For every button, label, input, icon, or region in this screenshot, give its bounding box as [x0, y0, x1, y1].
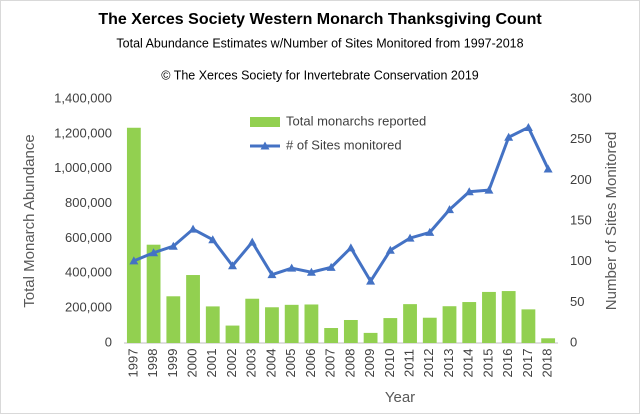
y-tick-label: 1,400,000: [54, 90, 112, 105]
x-tick-label: 2018: [540, 349, 555, 378]
bar: [501, 291, 516, 343]
marker: [366, 276, 376, 285]
x-tick-label: 1998: [145, 349, 160, 378]
y-tick-label: 1,200,000: [54, 125, 112, 140]
marker: [405, 233, 415, 242]
marker: [228, 261, 237, 270]
marker: [129, 256, 139, 265]
marker: [267, 270, 277, 279]
y2-tick-label: 250: [570, 131, 592, 146]
bar: [363, 332, 378, 343]
marker: [306, 267, 316, 276]
marker: [287, 263, 297, 272]
marker: [346, 243, 356, 252]
bar: [126, 127, 141, 343]
legend-label: Total monarchs reported: [286, 113, 426, 128]
x-tick-label: 2012: [421, 349, 436, 378]
bar: [166, 296, 181, 343]
x-tick-label: 2011: [401, 349, 416, 377]
bar: [442, 306, 457, 343]
y-tick-label: 0: [105, 334, 112, 349]
y-tick-label: 1,000,000: [54, 160, 112, 175]
bar: [482, 291, 496, 343]
x-tick-label: 2003: [244, 349, 259, 378]
y2-axis-title: Number of Sites Monitored: [603, 132, 620, 310]
bar: [284, 304, 299, 343]
legend-swatch: [250, 117, 280, 127]
y-axis-title: Total Monarch Abundance: [21, 134, 38, 307]
x-tick-label: 2006: [303, 349, 318, 378]
y-tick-label: 800,000: [65, 195, 112, 210]
chart-subtitle: Total Abundance Estimates w/Number of Si…: [116, 36, 523, 50]
bar: [422, 317, 437, 343]
x-axis-title: Year: [385, 389, 415, 406]
marker: [464, 187, 474, 196]
bar: [403, 304, 417, 343]
marker: [326, 262, 336, 271]
x-tick-label: 2004: [263, 349, 278, 378]
x-tick-label: 2017: [520, 349, 535, 378]
x-tick-label: 2001: [204, 349, 219, 378]
y2-tick-label: 200: [570, 172, 592, 187]
bar: [462, 302, 477, 343]
y-tick-label: 600,000: [65, 230, 112, 245]
marker: [208, 235, 218, 244]
x-tick-label: 2016: [500, 349, 515, 378]
x-tick-label: 2010: [382, 349, 397, 378]
x-tick-label: 2008: [342, 349, 357, 378]
chart-title: The Xerces Society Western Monarch Thank…: [98, 11, 542, 28]
y2-tick-label: 100: [570, 253, 592, 268]
marker: [385, 245, 395, 254]
legend-label: # of Sites monitored: [286, 137, 402, 152]
bar: [205, 306, 220, 343]
annotation: © The Xerces Society for Invertebrate Co…: [161, 68, 479, 82]
bar: [265, 307, 279, 343]
x-tick-label: 2009: [362, 349, 377, 378]
line: [133, 125, 550, 285]
x-tick-label: 2000: [184, 349, 199, 378]
y2-tick-label: 300: [570, 90, 592, 105]
marker: [445, 205, 454, 214]
bar: [225, 325, 240, 343]
bar: [304, 304, 319, 343]
bar: [245, 298, 260, 343]
x-tick-label: 2013: [441, 349, 456, 378]
bar: [324, 328, 339, 343]
x-tick-label: 1997: [125, 349, 140, 378]
x-tick-label: 2007: [323, 349, 338, 378]
marker: [168, 241, 178, 250]
marker: [523, 122, 533, 131]
x-tick-label: 1999: [165, 349, 180, 378]
y2-tick-label: 0: [570, 334, 577, 349]
x-tick-label: 2005: [283, 349, 298, 378]
x-tick-label: 2014: [461, 349, 476, 378]
y-tick-label: 200,000: [65, 300, 112, 315]
marker: [425, 227, 435, 236]
y2-tick-label: 150: [570, 212, 592, 227]
marker: [149, 248, 159, 257]
bar: [383, 318, 398, 343]
marker: [484, 185, 494, 194]
bar: [146, 244, 161, 343]
bar: [186, 275, 200, 343]
bar: [343, 319, 358, 343]
marker: [504, 132, 514, 141]
marker: [247, 237, 257, 246]
legend-marker: [260, 141, 270, 150]
x-tick-label: 2015: [480, 349, 495, 378]
bar: [521, 309, 536, 343]
x-tick-label: 2002: [224, 349, 239, 378]
bar: [541, 338, 556, 343]
y-tick-label: 400,000: [65, 265, 112, 280]
marker: [543, 164, 553, 173]
y2-tick-label: 50: [570, 294, 584, 309]
marker: [188, 224, 198, 233]
